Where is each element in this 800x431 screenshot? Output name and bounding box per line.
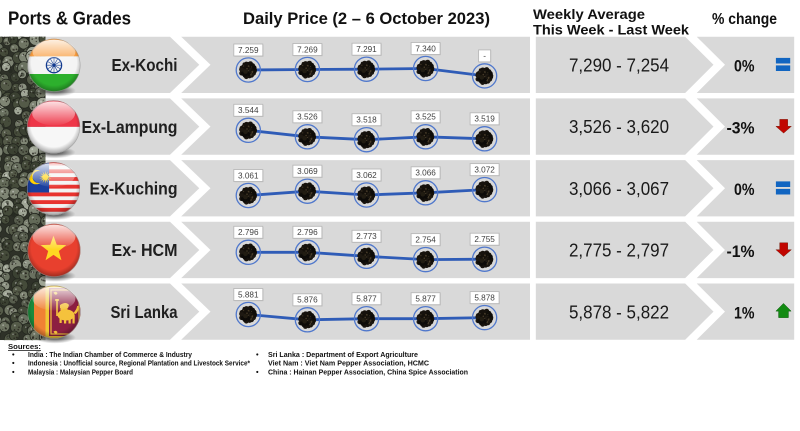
svg-text:3.066: 3.066 bbox=[415, 169, 436, 178]
svg-text:Sri Lanka : Department of Expo: Sri Lanka : Department of Export Agricul… bbox=[268, 350, 418, 359]
svg-text:India : The Indian Chamber of: India : The Indian Chamber of Commerce &… bbox=[28, 350, 193, 359]
svg-text:7.269: 7.269 bbox=[297, 45, 318, 54]
svg-text:2.796: 2.796 bbox=[238, 228, 259, 237]
svg-text:China : Hainan Pepper Associat: China : Hainan Pepper Association, China… bbox=[268, 367, 468, 376]
svg-text:Daily Price (2 – 6 October 202: Daily Price (2 – 6 October 2023) bbox=[243, 10, 490, 28]
svg-text:5.877: 5.877 bbox=[415, 295, 436, 304]
svg-text:3.519: 3.519 bbox=[474, 115, 495, 124]
svg-text:Weekly Average: Weekly Average bbox=[533, 6, 645, 22]
svg-text:Sri Lanka: Sri Lanka bbox=[111, 302, 178, 322]
svg-text:3.526: 3.526 bbox=[297, 113, 318, 122]
svg-text:Sources:: Sources: bbox=[8, 342, 41, 351]
svg-text:3.544: 3.544 bbox=[238, 106, 259, 115]
svg-text:1%: 1% bbox=[734, 303, 755, 322]
svg-text:Indonesia : Unofficial source,: Indonesia : Unofficial source, Regional … bbox=[28, 359, 250, 368]
svg-text:-: - bbox=[483, 52, 486, 61]
svg-text:7.259: 7.259 bbox=[238, 46, 259, 55]
svg-text:Ports & Grades: Ports & Grades bbox=[8, 8, 131, 28]
svg-text:•: • bbox=[12, 367, 15, 376]
svg-text:2.754: 2.754 bbox=[415, 235, 436, 244]
svg-text:Ex-Kuching: Ex-Kuching bbox=[90, 178, 178, 198]
svg-text:5.876: 5.876 bbox=[297, 296, 318, 305]
svg-text:0%: 0% bbox=[734, 57, 755, 76]
svg-text:5.877: 5.877 bbox=[356, 295, 377, 304]
svg-text:Malaysia : Malaysian Pepper Bo: Malaysia : Malaysian Pepper Board bbox=[28, 367, 133, 376]
svg-text:This Week - Last Week: This Week - Last Week bbox=[533, 21, 689, 37]
svg-text:•: • bbox=[12, 350, 15, 359]
svg-text:7,290 - 7,254: 7,290 - 7,254 bbox=[569, 54, 669, 75]
svg-text:Ex- HCM: Ex- HCM bbox=[112, 240, 178, 260]
svg-text:7.291: 7.291 bbox=[356, 45, 377, 54]
svg-text:3,066 - 3,067: 3,066 - 3,067 bbox=[569, 178, 669, 199]
svg-text:-1%: -1% bbox=[727, 242, 755, 261]
svg-text:2.796: 2.796 bbox=[297, 228, 318, 237]
svg-text:7.340: 7.340 bbox=[415, 44, 436, 53]
svg-text:0%: 0% bbox=[734, 180, 755, 199]
svg-text:•: • bbox=[256, 350, 259, 359]
svg-text:-3%: -3% bbox=[727, 118, 755, 137]
svg-text:•: • bbox=[12, 359, 15, 368]
svg-text:•: • bbox=[256, 367, 259, 376]
svg-text:5,878 - 5,822: 5,878 - 5,822 bbox=[569, 301, 669, 322]
svg-text:3.072: 3.072 bbox=[474, 165, 495, 174]
svg-text:3.062: 3.062 bbox=[356, 171, 377, 180]
svg-text:2,775 - 2,797: 2,775 - 2,797 bbox=[569, 240, 669, 261]
svg-text:3,526 - 3,620: 3,526 - 3,620 bbox=[569, 116, 669, 137]
svg-text:5.881: 5.881 bbox=[238, 290, 259, 299]
svg-text:2.755: 2.755 bbox=[474, 235, 495, 244]
svg-text:3.069: 3.069 bbox=[297, 167, 318, 176]
svg-text:3.061: 3.061 bbox=[238, 171, 259, 180]
svg-text:Ex-Lampung: Ex-Lampung bbox=[82, 117, 178, 137]
svg-text:% change: % change bbox=[712, 11, 777, 28]
svg-text:Viet Nam : Viet Nam Pepper Ass: Viet Nam : Viet Nam Pepper Association, … bbox=[268, 359, 430, 368]
svg-text:5.878: 5.878 bbox=[474, 293, 495, 302]
svg-text:3.518: 3.518 bbox=[356, 116, 377, 125]
svg-text:2.773: 2.773 bbox=[356, 232, 377, 241]
svg-text:Ex-Kochi: Ex-Kochi bbox=[112, 55, 178, 75]
svg-text:3.525: 3.525 bbox=[415, 113, 436, 122]
